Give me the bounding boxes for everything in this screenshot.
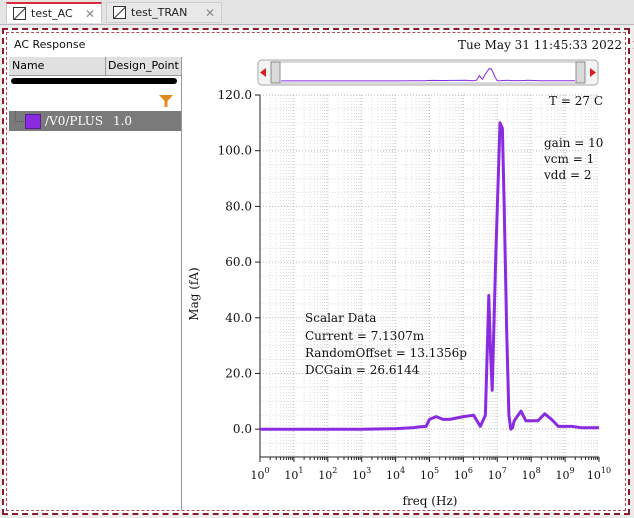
trace-browser-header: Name Design_Point xyxy=(9,57,181,76)
tab-test-tran[interactable]: test_TRAN ✕ xyxy=(106,2,222,23)
temperature-label: T = 27 C xyxy=(549,94,603,108)
waveform-window-icon xyxy=(113,6,126,19)
param-gain: gain = 10 xyxy=(544,136,603,150)
y-tick-label: 120.0 xyxy=(218,88,252,102)
y-axis-ticks: 0.0 20.0 40.0 60.0 80.0 100.0 120.0 xyxy=(218,88,260,436)
trace-design-point: 1.0 xyxy=(112,114,133,128)
scroll-handle-right[interactable] xyxy=(575,61,586,84)
trace-list-item[interactable]: /V0/PLUS 1.0 xyxy=(9,111,181,131)
x-tick-label: 106 xyxy=(454,466,473,482)
scalar-current: Current = 7.1307m xyxy=(305,329,425,343)
x-tick-label: 100 xyxy=(250,466,269,482)
y-tick-label: 20.0 xyxy=(225,366,252,380)
overview-scroller[interactable] xyxy=(257,59,599,86)
y-tick-label: 0.0 xyxy=(233,422,252,436)
param-vcm: vcm = 1 xyxy=(543,152,594,166)
close-icon[interactable]: ✕ xyxy=(84,6,95,21)
x-tick-label: 103 xyxy=(352,466,371,482)
date-text: Tue May 31 11:45:33 2022 xyxy=(458,38,623,52)
window-title: AC Response xyxy=(14,38,86,51)
trace-line[interactable] xyxy=(260,121,599,431)
scroll-right-icon[interactable] xyxy=(590,68,596,77)
filter-icon[interactable] xyxy=(159,95,173,107)
x-tick-label: 1010 xyxy=(587,466,611,482)
close-icon[interactable]: ✕ xyxy=(204,5,215,20)
column-header-design-point[interactable]: Design_Point xyxy=(108,59,179,72)
waveform-window-icon xyxy=(13,7,26,20)
y-tick-label: 80.0 xyxy=(225,199,252,213)
y-tick-label: 40.0 xyxy=(225,311,252,325)
tree-connector xyxy=(15,111,24,122)
column-header-name[interactable]: Name xyxy=(12,59,45,72)
scalar-dcgain: DCGain = 26.6144 xyxy=(305,363,420,377)
scalar-data-title: Scalar Data xyxy=(305,311,376,325)
scroll-handle-left[interactable] xyxy=(270,61,281,84)
date-suffix: 1 xyxy=(632,38,634,52)
trace-name: /V0/PLUS xyxy=(45,114,104,128)
scroll-left-icon[interactable] xyxy=(260,68,266,77)
x-tick-label: 108 xyxy=(522,466,541,482)
scalar-random-offset: RandomOffset = 13.1356p xyxy=(305,346,467,360)
tab-label: test_AC xyxy=(31,7,73,20)
x-tick-label: 101 xyxy=(284,466,303,482)
redacted-bar xyxy=(11,78,177,84)
y-axis-label: Mag (fA) xyxy=(187,267,201,320)
trace-label: /V0/PLUS 1.0 xyxy=(45,114,132,128)
param-vdd: vdd = 2 xyxy=(543,168,591,182)
trace-color-swatch xyxy=(25,114,41,129)
trace-browser-panel: Name Design_Point /V0/PLUS 1.0 xyxy=(9,57,182,510)
x-axis-ticks: 100 101 102 103 104 105 106 107 108 109 1010 xyxy=(250,457,611,482)
tab-test-ac[interactable]: test_AC ✕ xyxy=(6,2,102,23)
x-tick-label: 104 xyxy=(386,466,405,482)
x-tick-label: 102 xyxy=(318,466,337,482)
ac-response-chart[interactable]: 100 101 102 103 104 105 106 107 108 109 1010 0.0 20… xyxy=(182,57,626,510)
plot-area: 100 101 102 103 104 105 106 107 108 109 1010 0.0 20… xyxy=(182,57,626,510)
x-tick-label: 107 xyxy=(488,466,507,482)
y-tick-label: 100.0 xyxy=(218,144,252,158)
tab-label: test_TRAN xyxy=(131,6,188,19)
x-tick-label: 109 xyxy=(556,466,575,482)
tab-bar: test_AC ✕ test_TRAN ✕ xyxy=(0,0,634,25)
x-axis-label: freq (Hz) xyxy=(403,494,458,508)
window-date: Tue May 31 11:45:33 2022 1 xyxy=(458,38,634,52)
x-tick-label: 105 xyxy=(420,466,439,482)
y-tick-label: 60.0 xyxy=(225,255,252,269)
overview-trace-line xyxy=(281,68,575,82)
